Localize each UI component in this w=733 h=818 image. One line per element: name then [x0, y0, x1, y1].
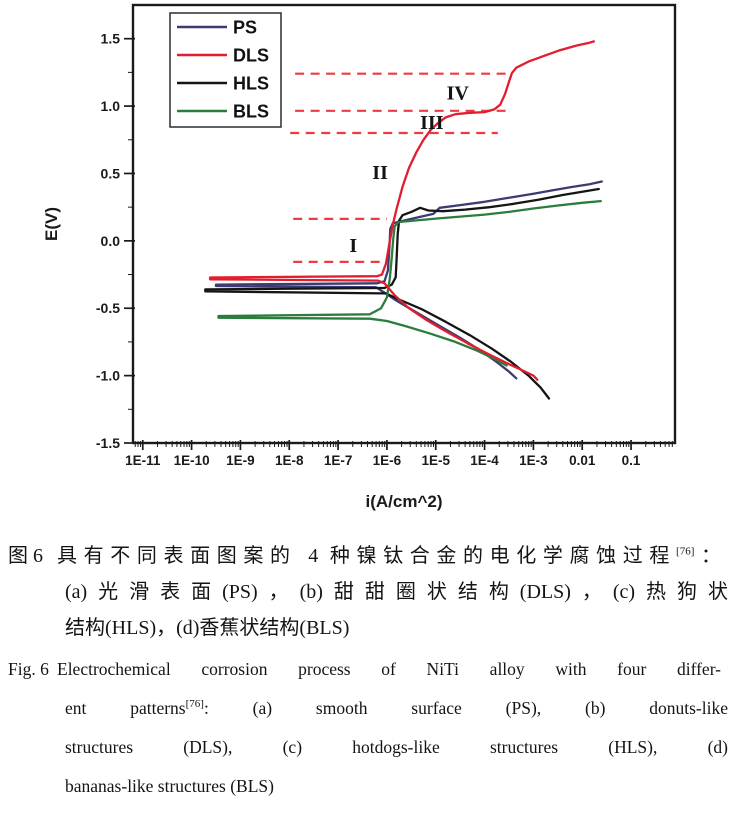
caption-en-line-2-post: : (a) smooth surface (PS), (b) donuts-li… [203, 698, 728, 718]
x-tick-label: 1E-3 [519, 453, 548, 468]
figure-captions: 图 6 具有不同表面图案的 4 种镍钛合金的电化学腐蚀过程[76]： (a)光滑… [0, 528, 733, 806]
y-tick-label: 1.0 [101, 98, 121, 114]
series-HLS-curve [204, 187, 600, 400]
reference-superscript-en: [76] [185, 698, 204, 711]
caption-zh-line-3: 结构(HLS)，(d)香蕉状结构(BLS) [65, 617, 350, 639]
x-tick-label: 1E-9 [226, 453, 255, 468]
x-tick-label: 1E-11 [125, 453, 161, 468]
caption-en-line-2: ent patterns[76]: (a) smooth surface (PS… [65, 689, 728, 728]
y-tick-label: -1.0 [96, 368, 120, 384]
x-axis-title: i(A/cm^2) [366, 492, 443, 511]
caption-en-line-1: Fig. 6 Electrochemical corrosion process… [8, 650, 721, 689]
x-tick-label: 1E-8 [275, 453, 304, 468]
caption-zh-line-1-pre: 具有不同表面图案的 4 种镍钛合金的电化学腐蚀过程 [57, 545, 677, 567]
chart-area: 1E-11 1E-10 1E-9 1E-8 1E-7 1E-6 1E-5 1E-4 1E-3 0.… [42, 3, 677, 511]
series-BLS-curve [217, 199, 602, 367]
polarization-curve-chart: 1E-11 1E-10 1E-9 1E-8 1E-7 1E-6 1E-5 1E-4 1E-3 0.… [42, 3, 677, 511]
x-tick-label: 1E-10 [174, 453, 210, 468]
caption-en-line-1-text: Electrochemical corrosion process of NiT… [57, 659, 721, 679]
series-curves [204, 40, 603, 400]
region-label-II: II [372, 162, 388, 184]
legend-label-BLS: BLS [233, 102, 269, 122]
caption-en-line-2-pre: ent patterns [65, 698, 186, 718]
figure-number-zh: 图 6 [8, 545, 43, 567]
legend-label-HLS: HLS [233, 74, 269, 94]
x-tick-label: 1E-4 [470, 453, 499, 468]
x-tick-label: 1E-6 [373, 453, 402, 468]
guide-lines [290, 72, 513, 263]
y-tick-label: -0.5 [96, 300, 120, 316]
legend-label-DLS: DLS [233, 46, 269, 66]
caption-zh-line-1-text: 具有不同表面图案的 4 种镍钛合金的电化学腐蚀过程[76]： [57, 538, 721, 574]
caption-en-line-3: structures (DLS), (c) hotdogs-like struc… [65, 737, 728, 757]
legend-box [169, 12, 282, 128]
caption-zh-line-2: (a)光滑表面(PS)，(b)甜甜圈状结构(DLS)，(c)热狗状 [65, 581, 728, 603]
x-tick-label: 1E-7 [324, 453, 353, 468]
region-label-III: III [420, 112, 444, 134]
caption-zh: 图 6 具有不同表面图案的 4 种镍钛合金的电化学腐蚀过程[76]： (a)光滑… [8, 538, 728, 646]
caption-en-line-4: bananas-like structures (BLS) [65, 776, 274, 796]
y-axis-title: E(V) [42, 207, 61, 241]
y-tick-label: 0.0 [101, 233, 121, 249]
caption-en: Fig. 6 Electrochemical corrosion process… [8, 650, 728, 806]
x-tick-label: 0.01 [569, 453, 596, 468]
y-tick-label: 0.5 [101, 165, 121, 181]
caption-zh-line-1: 图 6 具有不同表面图案的 4 种镍钛合金的电化学腐蚀过程[76]： [8, 538, 721, 574]
y-axis: 1.5 1.0 0.5 0.0 -0.5 -1.0 -1.5 E(V) [42, 31, 135, 451]
x-tick-label: 1E-5 [421, 453, 450, 468]
plot-frame [131, 3, 677, 445]
figure-number-en: Fig. 6 [8, 659, 49, 679]
legend: PS DLS HLS BLS [169, 12, 282, 128]
x-tick-label: 0.1 [622, 453, 641, 468]
series-DLS-curve [208, 40, 596, 381]
legend-label-PS: PS [233, 18, 257, 38]
region-label-IV: IV [447, 83, 470, 105]
series-PS-curve [214, 180, 603, 380]
y-tick-label: -1.5 [96, 435, 120, 451]
reference-superscript-zh: [76] [676, 545, 695, 558]
y-tick-label: 1.5 [101, 31, 121, 47]
caption-zh-line-1-post: ： [694, 545, 722, 567]
region-label-I: I [349, 235, 357, 257]
x-axis: 1E-11 1E-10 1E-9 1E-8 1E-7 1E-6 1E-5 1E-4 1E-3 0.… [125, 440, 673, 511]
